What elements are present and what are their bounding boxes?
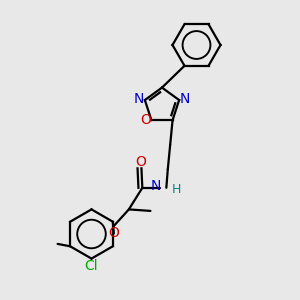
Text: N: N <box>151 179 161 193</box>
Text: N: N <box>180 92 190 106</box>
Text: O: O <box>140 112 151 127</box>
Text: N: N <box>134 92 144 106</box>
Text: O: O <box>108 226 119 239</box>
Text: Cl: Cl <box>85 260 98 273</box>
Text: H: H <box>172 183 181 196</box>
Text: O: O <box>135 155 146 169</box>
